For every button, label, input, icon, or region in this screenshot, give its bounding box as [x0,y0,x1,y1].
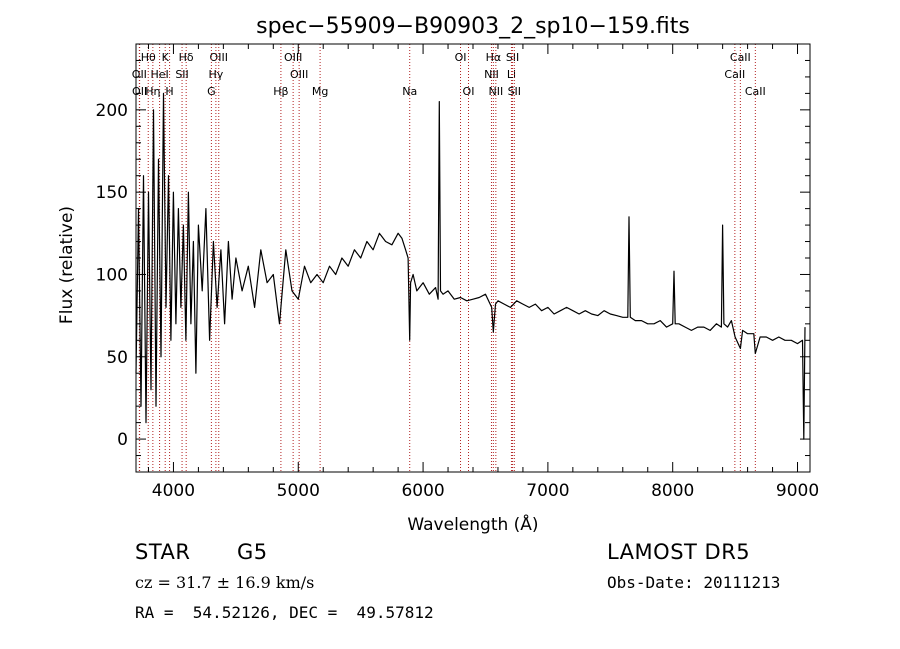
marker-label-8: CaII [730,51,751,64]
marker-label-25: NII [488,85,503,98]
marker-label-13: OIII [290,68,308,81]
marker-label-3: OIII [210,51,228,64]
marker-label-16: CaII [724,68,745,81]
marker-label-11: SII [175,68,188,81]
marker-label-20: G [207,85,216,98]
object-subclass: G5 [237,540,268,564]
marker-label-2: Hδ [179,51,194,64]
spectrum-plot: spec−55909−B90903_2_sp10−159.fits Wavele… [57,14,819,535]
y-tick-label: 50 [106,348,128,368]
ra-dec: RA = 54.52126, DEC = 49.57812 [135,603,434,622]
marker-label-14: NII [484,68,499,81]
x-tick-label: 8000 [651,481,694,501]
marker-label-5: OI [455,51,467,64]
marker-label-12: Hγ [208,68,223,81]
marker-label-0: Hθ [141,51,156,64]
marker-label-27: CaII [745,85,766,98]
spectrum-line-0 [135,92,806,440]
x-tick-label: 9000 [776,481,819,501]
plot-frame [135,43,811,473]
marker-label-6: Hα [486,51,502,64]
survey-name: LAMOST DR5 [607,540,751,564]
y-tick-label: 0 [117,430,128,450]
x-tick-label: 5000 [277,481,320,501]
cz-value: cz = 31.7 ± 16.9 km/s [135,573,315,592]
y-tick-label: 100 [96,265,128,285]
object-class: STAR [135,540,191,564]
marker-label-10: HeI [150,68,168,81]
marker-label-4: OIII [284,51,302,64]
x-axis-label: Wavelength (Å) [407,513,538,535]
x-tick-label: 6000 [401,481,444,501]
marker-label-24: OI [463,85,475,98]
obs-date: Obs-Date: 20111213 [607,573,781,592]
y-tick-label: 150 [96,183,128,203]
marker-label-7: SII [506,51,519,64]
chart-title: spec−55909−B90903_2_sp10−159.fits [256,14,690,39]
marker-label-26: SII [508,85,521,98]
marker-label-21: Hβ [273,85,288,98]
data-layer [135,92,806,440]
marker-label-19: H [165,85,173,98]
marker-label-18: Hη [145,85,160,98]
y-tick-label: 200 [96,101,128,121]
x-tick-label: 7000 [526,481,569,501]
marker-label-22: Mg [312,85,328,98]
marker-label-15: Li [507,68,516,81]
y-axis-label: Flux (relative) [57,206,77,324]
axes: 4000 5000 6000 7000 8000 9000 0 50 100 150 200 [96,43,819,501]
marker-label-23: Na [402,85,417,98]
marker-label-1: K [162,51,170,64]
x-tick-label: 4000 [152,481,195,501]
